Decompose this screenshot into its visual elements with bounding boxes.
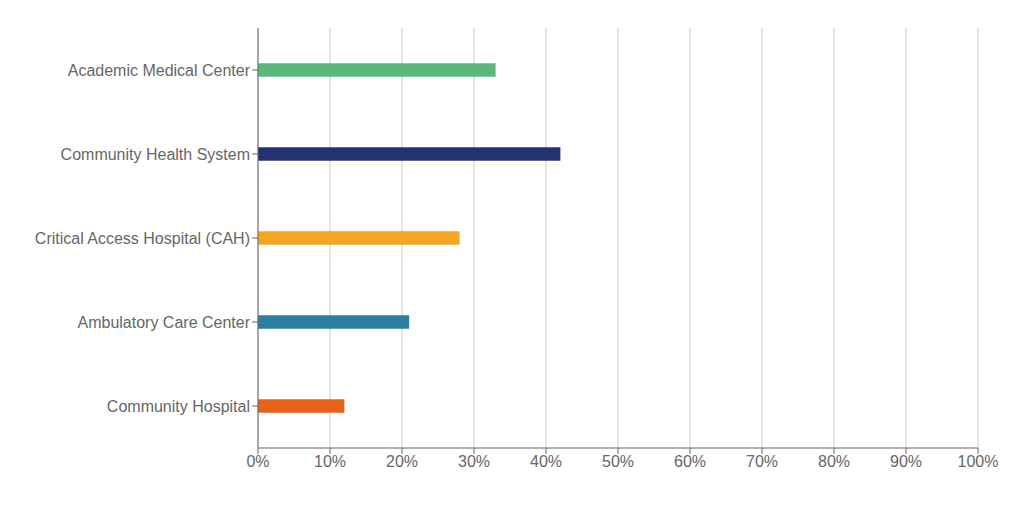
svg-text:Critical Access Hospital (CAH): Critical Access Hospital (CAH) [35,230,250,247]
svg-text:10%: 10% [314,453,346,470]
svg-text:100%: 100% [958,453,999,470]
svg-text:40%: 40% [530,453,562,470]
svg-text:90%: 90% [890,453,922,470]
svg-text:50%: 50% [602,453,634,470]
svg-text:60%: 60% [674,453,706,470]
svg-text:70%: 70% [746,453,778,470]
svg-text:Academic Medical Center: Academic Medical Center [68,62,251,79]
svg-text:80%: 80% [818,453,850,470]
svg-text:30%: 30% [458,453,490,470]
svg-text:Community Hospital: Community Hospital [107,398,250,415]
svg-text:Ambulatory Care Center: Ambulatory Care Center [77,314,250,331]
svg-text:Community Health System: Community Health System [61,146,250,163]
svg-text:0%: 0% [246,453,269,470]
svg-text:20%: 20% [386,453,418,470]
